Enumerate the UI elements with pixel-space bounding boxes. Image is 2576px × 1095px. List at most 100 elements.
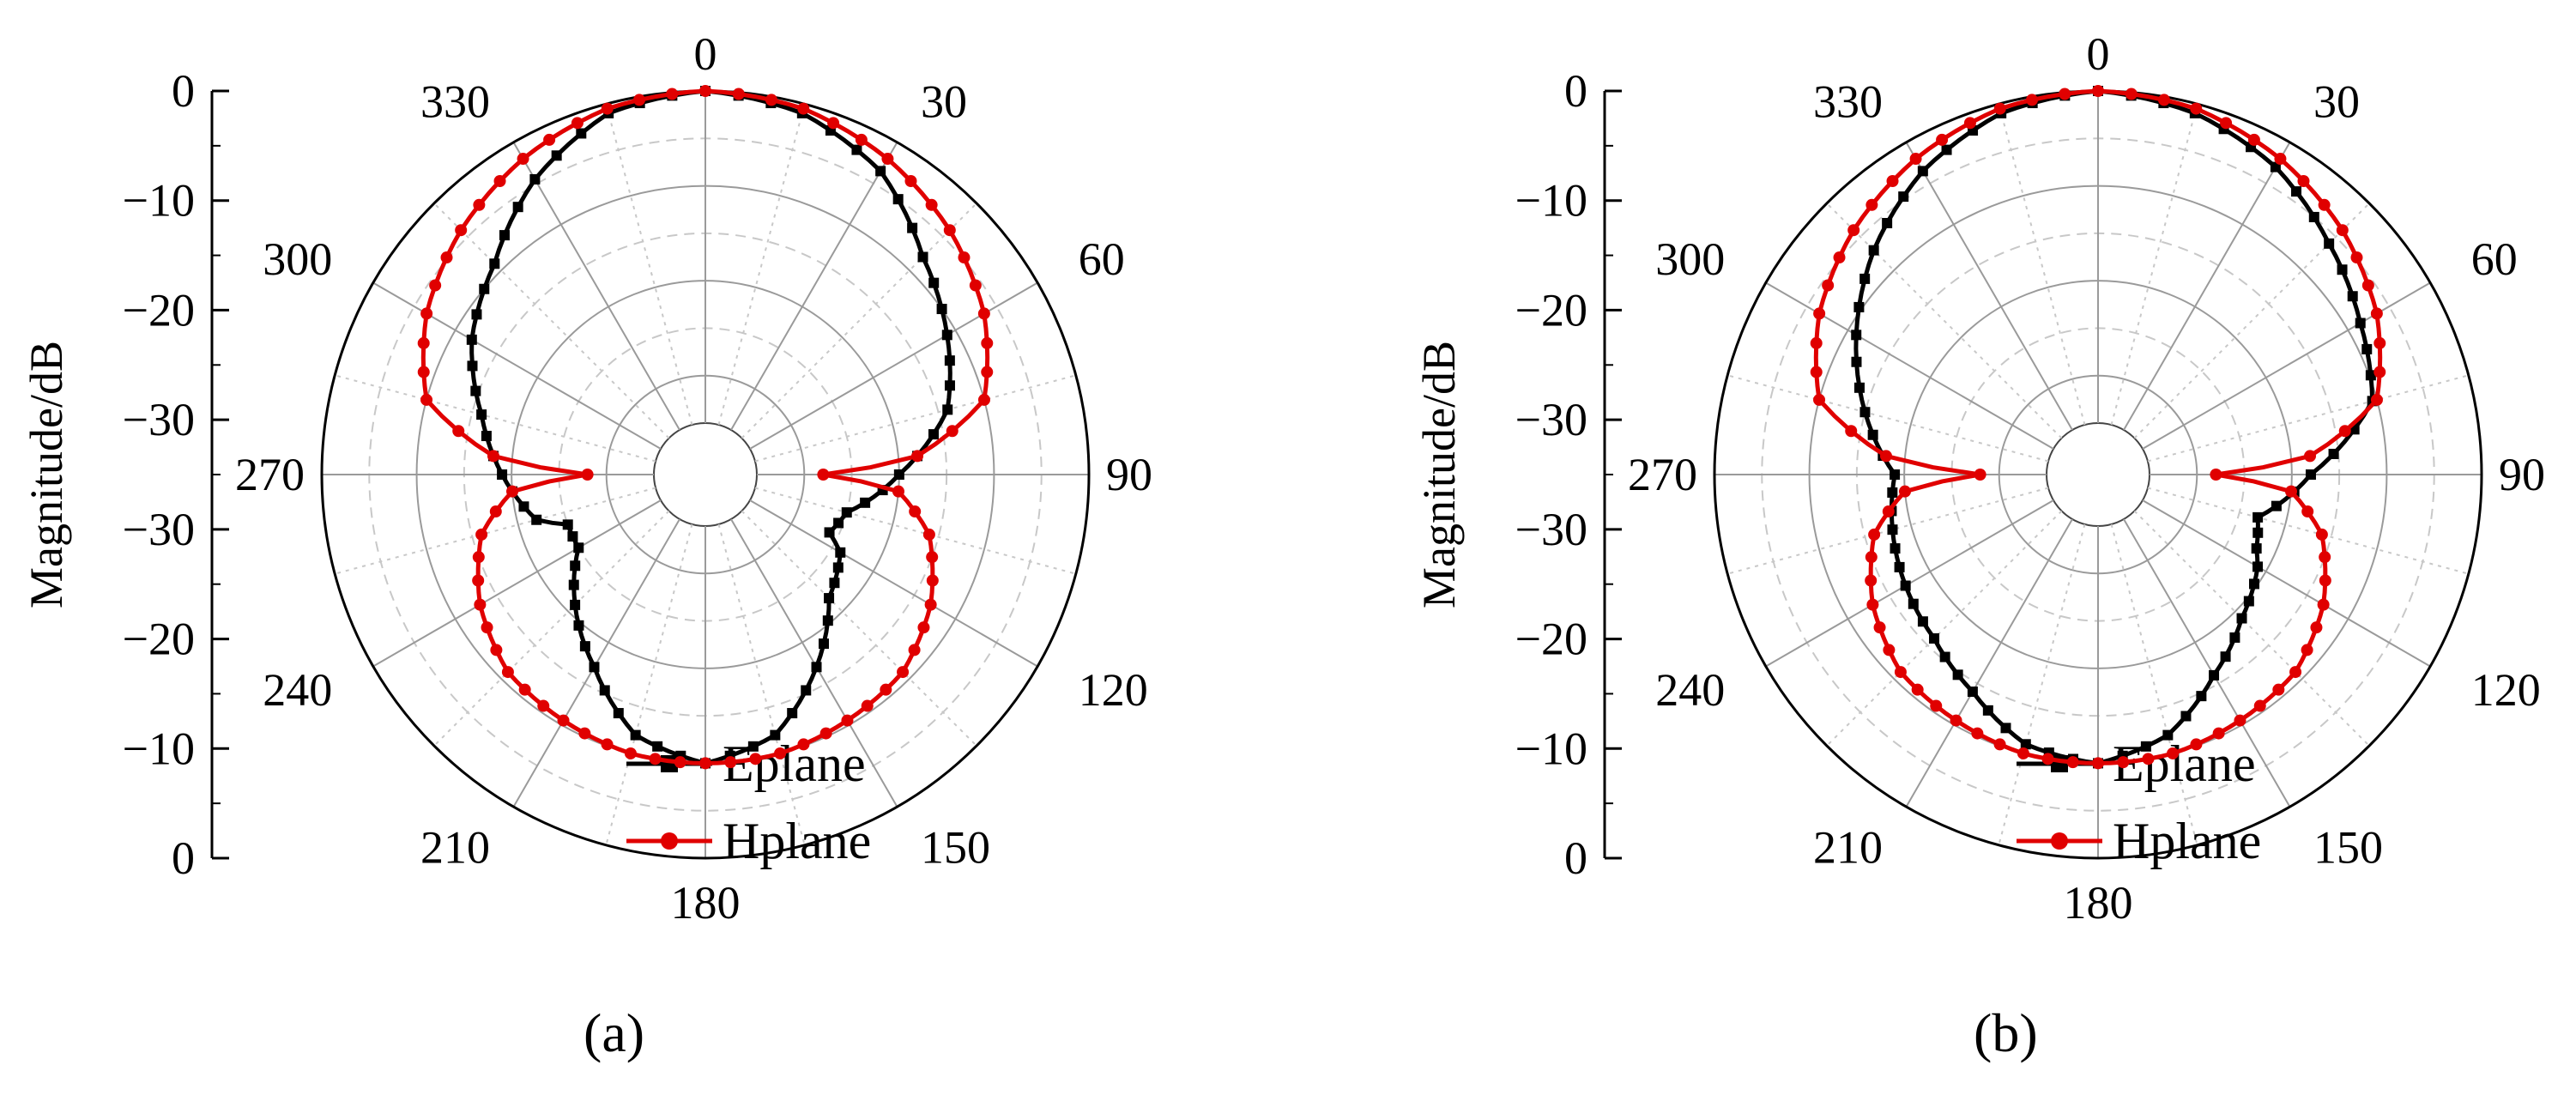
data-point: [2243, 596, 2254, 607]
data-point: [832, 562, 844, 573]
polar-panel-a: 0 30 60 90 120 150 180 210 240 270 300 330 0 −10 −20 −3…: [21, 28, 1152, 1063]
data-point: [2125, 88, 2138, 100]
data-point: [624, 747, 637, 759]
data-point: [908, 644, 921, 656]
data-point: [479, 283, 490, 294]
data-point: [822, 615, 833, 626]
data-point: [817, 469, 830, 481]
angle-label: 240: [1655, 664, 1725, 716]
data-point: [699, 85, 711, 97]
data-point: [851, 144, 862, 155]
data-point: [1890, 469, 1901, 480]
legend-label: Hplane: [2113, 813, 2261, 869]
data-point: [1887, 524, 1898, 535]
angle-label: 120: [2471, 664, 2541, 716]
data-point: [470, 385, 481, 396]
data-point: [589, 662, 600, 673]
spoke-minor: [741, 510, 977, 747]
data-point: [417, 366, 430, 378]
spoke-minor: [754, 487, 1077, 575]
data-point: [2347, 291, 2358, 302]
angle-label: 120: [1079, 664, 1148, 716]
data-point: [1909, 153, 1922, 166]
data-point: [797, 738, 810, 751]
radial-tick-label: 0: [172, 65, 195, 117]
data-point: [481, 431, 492, 442]
data-point: [1833, 251, 1846, 264]
data-point: [493, 174, 506, 187]
radial-axis: 0 −10 −20 −30 −30 −20 −10 0 Magnitude/dB: [1413, 65, 1622, 884]
data-point: [2209, 669, 2220, 681]
data-point: [827, 117, 840, 130]
data-point: [573, 620, 584, 631]
data-point: [2248, 578, 2259, 590]
data-point: [2229, 632, 2240, 643]
data-point: [897, 666, 910, 679]
spoke: [1905, 142, 2073, 431]
angle-label: 0: [694, 28, 717, 80]
series-hplane: [1810, 85, 2386, 770]
spoke-minor: [754, 374, 1077, 463]
data-point: [917, 251, 928, 263]
data-point: [829, 578, 840, 589]
data-point: [944, 355, 955, 366]
data-point: [2315, 528, 2328, 541]
data-point: [578, 727, 591, 740]
data-point: [512, 202, 523, 213]
angle-labels: 0 30 60 90 120 150 180 210 240 270 300 330: [235, 28, 1152, 929]
radial-tick-label: −30: [123, 504, 195, 555]
spoke: [372, 499, 662, 668]
data-point: [649, 753, 662, 765]
data-point: [2338, 425, 2351, 438]
data-point: [2167, 747, 2180, 759]
data-point: [579, 641, 590, 652]
data-point: [2251, 543, 2262, 554]
data-point: [2301, 644, 2313, 656]
data-point: [674, 756, 686, 769]
data-point: [429, 279, 442, 292]
data-point: [2041, 753, 2054, 765]
data-point: [1993, 738, 2006, 751]
angle-label: 90: [1106, 449, 1152, 500]
data-point: [2318, 198, 2331, 211]
inner-circle: [2046, 422, 2150, 527]
data-point: [506, 485, 519, 498]
data-point: [2308, 211, 2319, 222]
spoke: [2142, 499, 2431, 668]
data-point: [2355, 318, 2366, 329]
data-point: [2328, 448, 2339, 459]
angle-label: 300: [1655, 233, 1725, 285]
data-point: [476, 409, 487, 420]
spoke-minor: [1998, 523, 2086, 846]
data-point: [2234, 714, 2246, 727]
angle-label: 180: [2064, 877, 2133, 929]
data-point: [2092, 85, 2104, 97]
data-point: [946, 425, 958, 438]
radial-tick-label: −10: [123, 175, 195, 227]
spoke-minor: [605, 523, 693, 846]
data-point: [1950, 714, 1962, 727]
radial-tick-label: −20: [123, 614, 195, 665]
data-point: [2271, 500, 2282, 511]
data-point: [2059, 88, 2071, 100]
data-point: [1865, 551, 1878, 564]
legend-item-hplane: Hplane: [626, 813, 871, 869]
radial-axis: 0 −10 −20 −30 −30 −20 −10 0 Magnitude/dB: [21, 65, 229, 884]
data-point: [601, 738, 614, 751]
data-point: [1810, 336, 1823, 349]
data-point: [841, 507, 852, 518]
data-point: [936, 304, 947, 315]
data-point: [774, 747, 787, 759]
data-point: [2140, 741, 2151, 752]
data-point: [518, 501, 529, 512]
data-point: [472, 551, 485, 564]
angle-label: 30: [2313, 76, 2360, 127]
spoke: [512, 142, 680, 431]
data-point: [1898, 191, 1909, 203]
data-point: [1894, 666, 1907, 679]
data-point: [487, 450, 499, 463]
data-point: [568, 579, 579, 590]
legend-label: Eplane: [723, 735, 866, 792]
legend-marker: [661, 832, 678, 850]
data-point: [926, 574, 939, 587]
